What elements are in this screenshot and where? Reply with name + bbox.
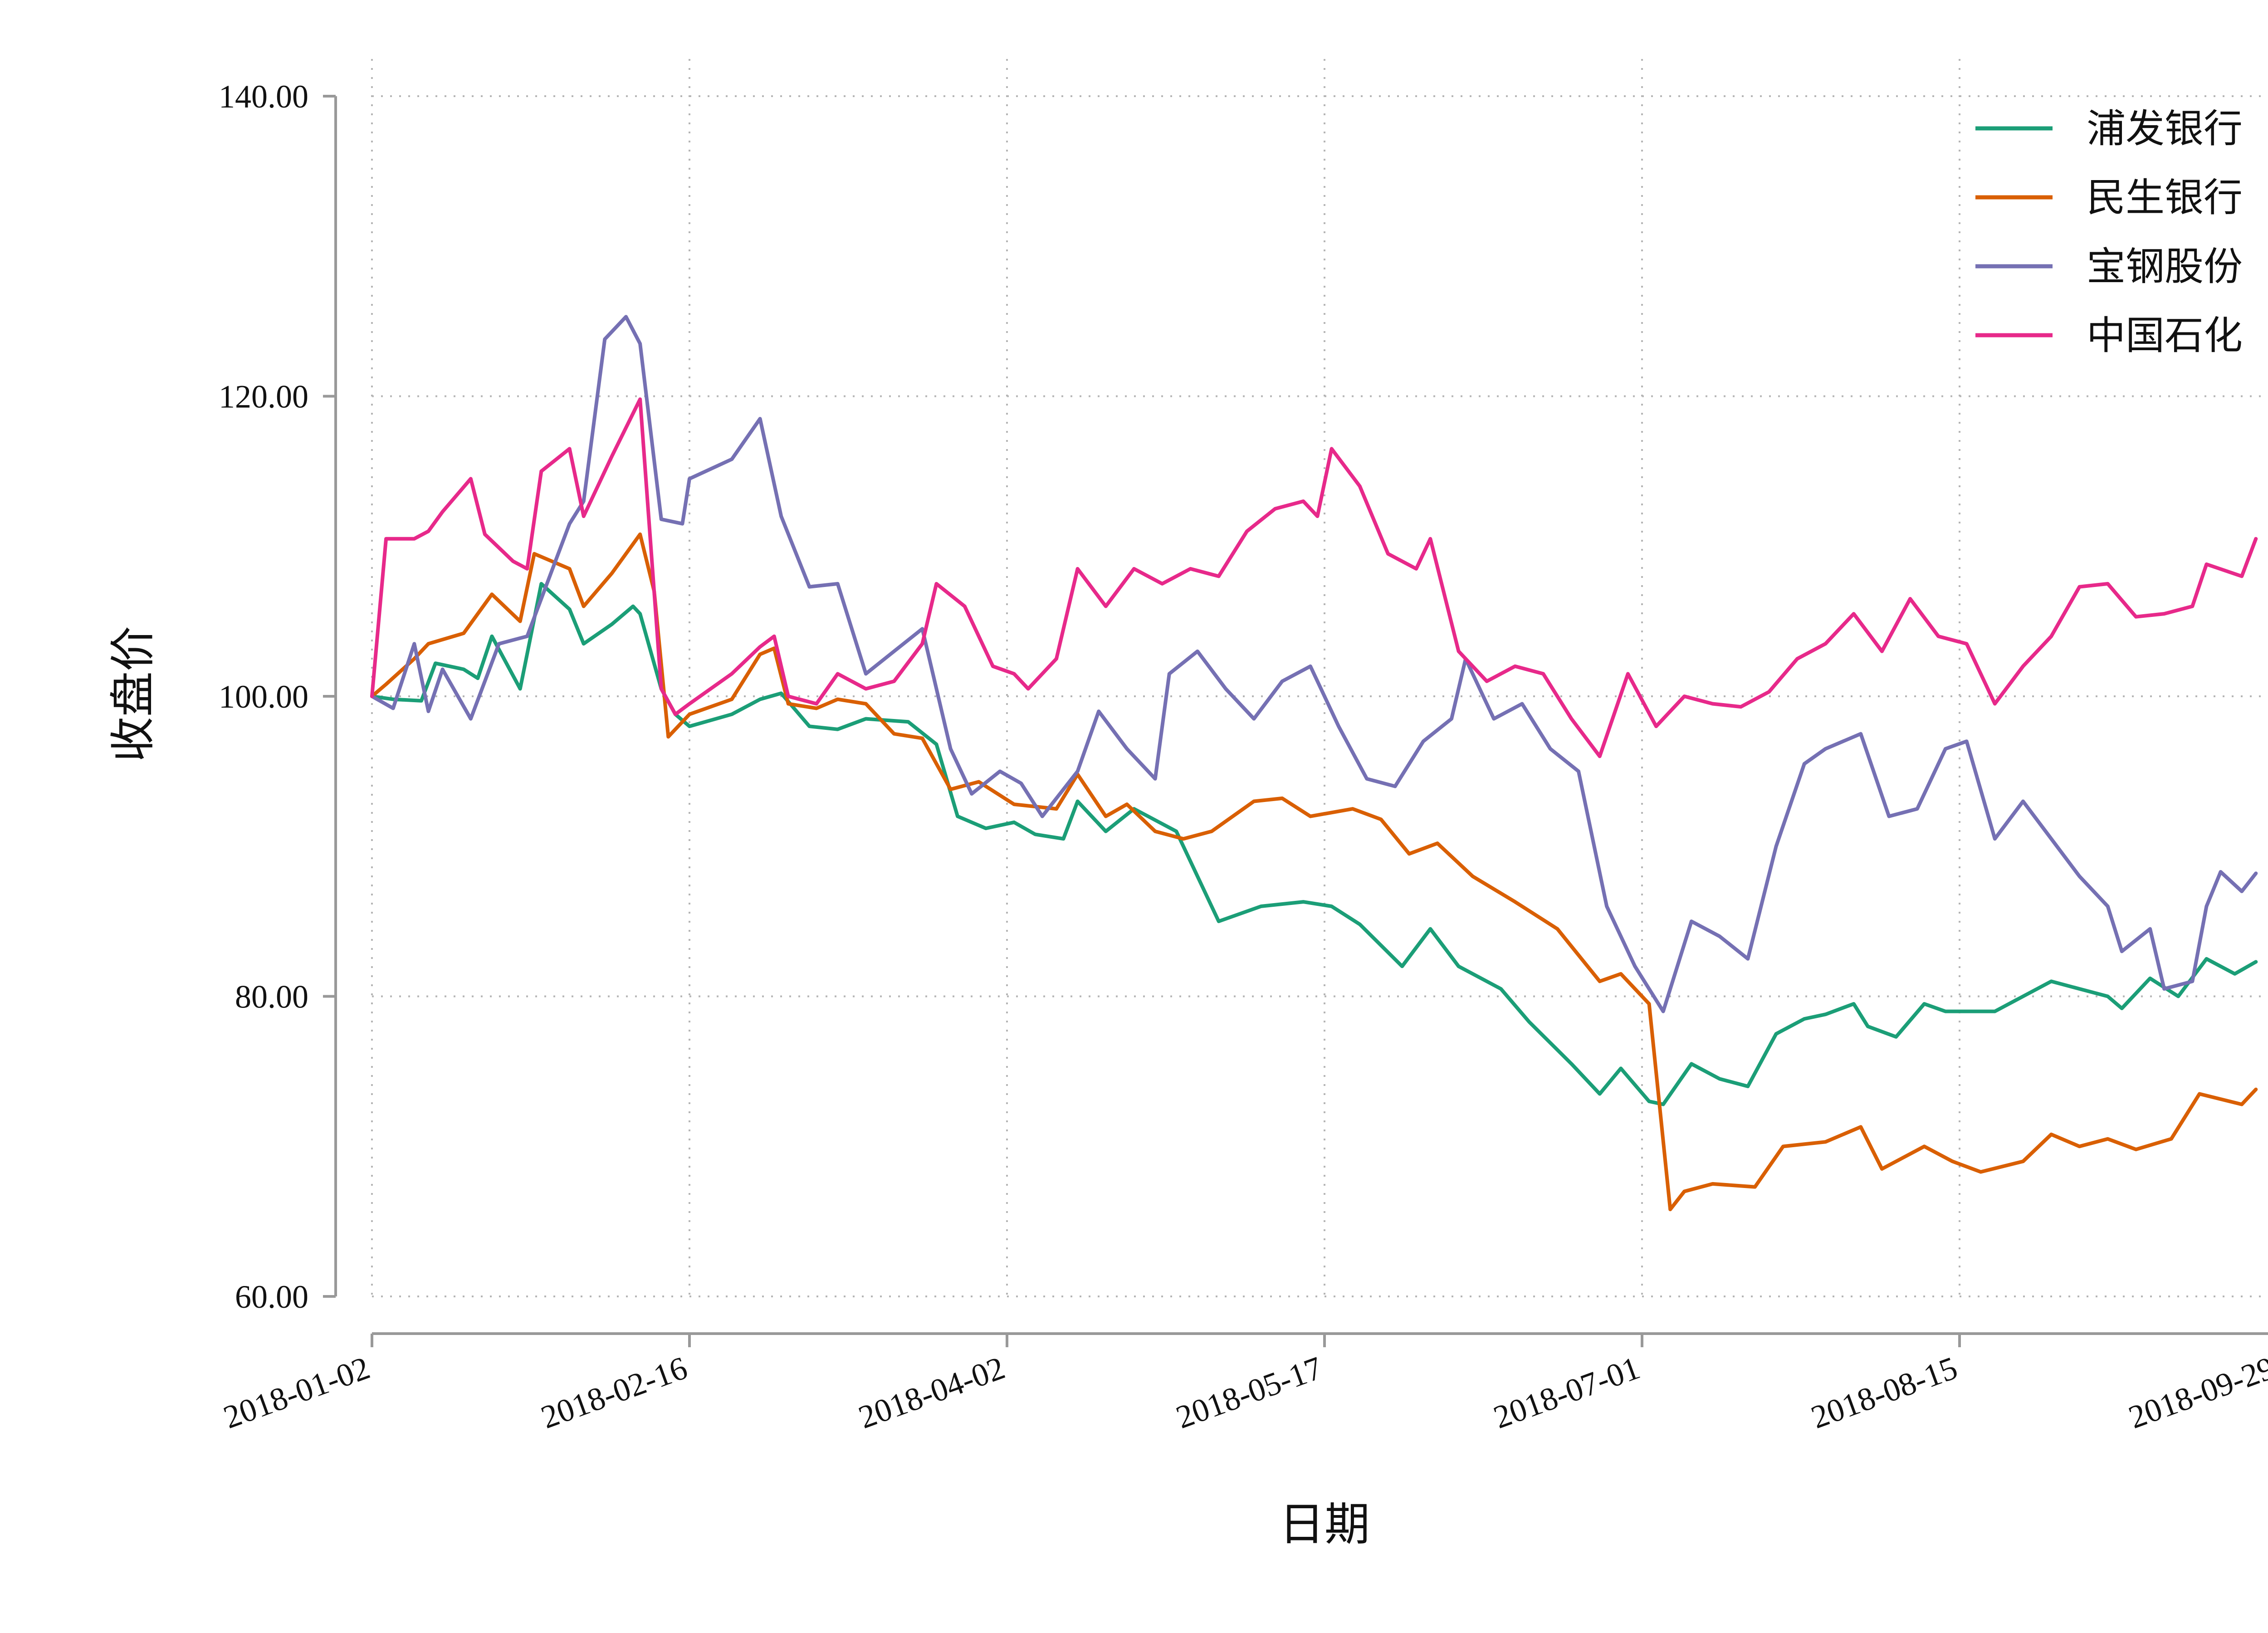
x-tick-label: 2018-02-16 — [536, 1349, 692, 1436]
series-line-4 — [370, 397, 2258, 758]
legend-label: 民生银行 — [2087, 175, 2243, 220]
y-axis-title: 收盘价 — [106, 626, 159, 762]
x-tick-label: 2018-08-15 — [1806, 1349, 1962, 1436]
y-tick-label: 100.00 — [219, 679, 308, 715]
axes — [334, 96, 2268, 1335]
y-tick-label: 60.00 — [235, 1279, 308, 1315]
legend-label: 浦发银行 — [2087, 106, 2243, 152]
y-axis-ticks: 60.00 80.00 100.00 120.00 140.00 — [219, 78, 336, 1315]
y-tick-label: 120.00 — [219, 379, 308, 415]
x-tick-label: 2018-05-17 — [1171, 1349, 1327, 1436]
x-tick-label: 2018-01-02 — [219, 1349, 374, 1436]
x-tick-label: 2018-04-02 — [854, 1349, 1009, 1436]
x-tick-label: 2018-09-29 — [2124, 1349, 2268, 1436]
series-lines — [370, 315, 2258, 1212]
x-tick-label: 2018-07-01 — [1489, 1349, 1644, 1436]
legend-label: 中国石化 — [2087, 313, 2243, 358]
x-axis-title: 日期 — [1279, 1498, 1370, 1551]
series-line-3 — [370, 315, 2258, 1013]
series-line-2 — [370, 532, 2258, 1212]
y-tick-label: 140.00 — [219, 78, 308, 115]
x-axis-ticks: 2018-01-02 2018-02-16 2018-04-02 2018-05-17… — [219, 1334, 2268, 1436]
y-tick-label: 80.00 — [235, 979, 308, 1015]
legend-label: 宝钢股份 — [2087, 244, 2243, 289]
series-line-1 — [370, 582, 2258, 1106]
